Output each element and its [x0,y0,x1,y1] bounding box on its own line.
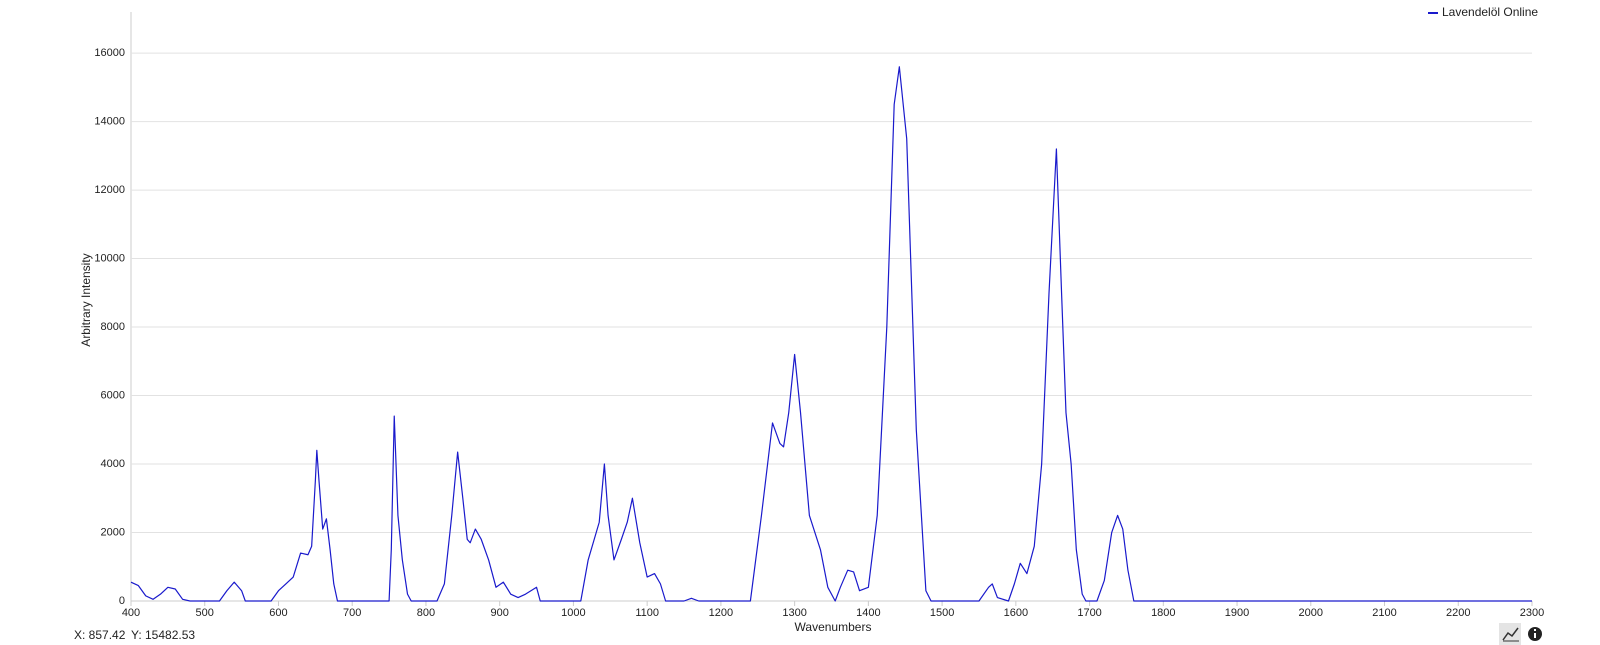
y-tick-label: 0 [119,595,125,607]
chart-mode-icon[interactable] [1502,627,1519,641]
x-tick-label: 2200 [1446,607,1470,619]
x-tick-label: 2100 [1372,607,1396,619]
x-tick-label: 1900 [1225,607,1249,619]
y-tick-label: 8000 [101,321,125,333]
x-tick-label: 600 [269,607,287,619]
x-tick-label: 1600 [1004,607,1028,619]
spectrum-line [130,66,1532,602]
info-button[interactable] [1528,627,1542,641]
x-tick-label: 1400 [856,607,880,619]
x-tick-label: 500 [196,607,214,619]
x-tick-label: 2000 [1299,607,1323,619]
x-tick-label: 1200 [709,607,733,619]
chart-mode-button[interactable] [1499,623,1521,645]
cursor-x: X: 857.42 [74,628,126,642]
y-tick-label: 6000 [101,389,125,401]
info-icon-dot[interactable] [1534,629,1536,631]
y-tick-label: 16000 [94,47,125,59]
x-tick-label: 2300 [1520,607,1544,619]
x-tick-label: 1000 [561,607,585,619]
y-tick-label: 4000 [101,458,125,470]
x-tick-label: 1800 [1151,607,1175,619]
y-tick-label: 14000 [94,115,125,127]
x-tick-label: 800 [417,607,435,619]
x-tick-label: 900 [491,607,509,619]
x-tick-label: 1700 [1077,607,1101,619]
cursor-y: Y: 15482.53 [131,628,195,642]
x-tick-label: 1100 [635,607,659,619]
x-tick-label: 1300 [782,607,806,619]
info-icon-stem[interactable] [1534,633,1536,638]
legend-label: Lavendelöl Online [1442,5,1538,19]
y-tick-label: 2000 [101,526,125,538]
y-axis-label: Arbitrary Intensity [79,253,93,346]
x-axis-label: Wavenumbers [795,620,872,634]
x-tick-label: 700 [343,607,361,619]
x-tick-label: 400 [122,607,140,619]
x-tick-label: 1500 [930,607,954,619]
y-tick-label: 10000 [94,252,125,264]
y-tick-label: 12000 [94,184,125,196]
